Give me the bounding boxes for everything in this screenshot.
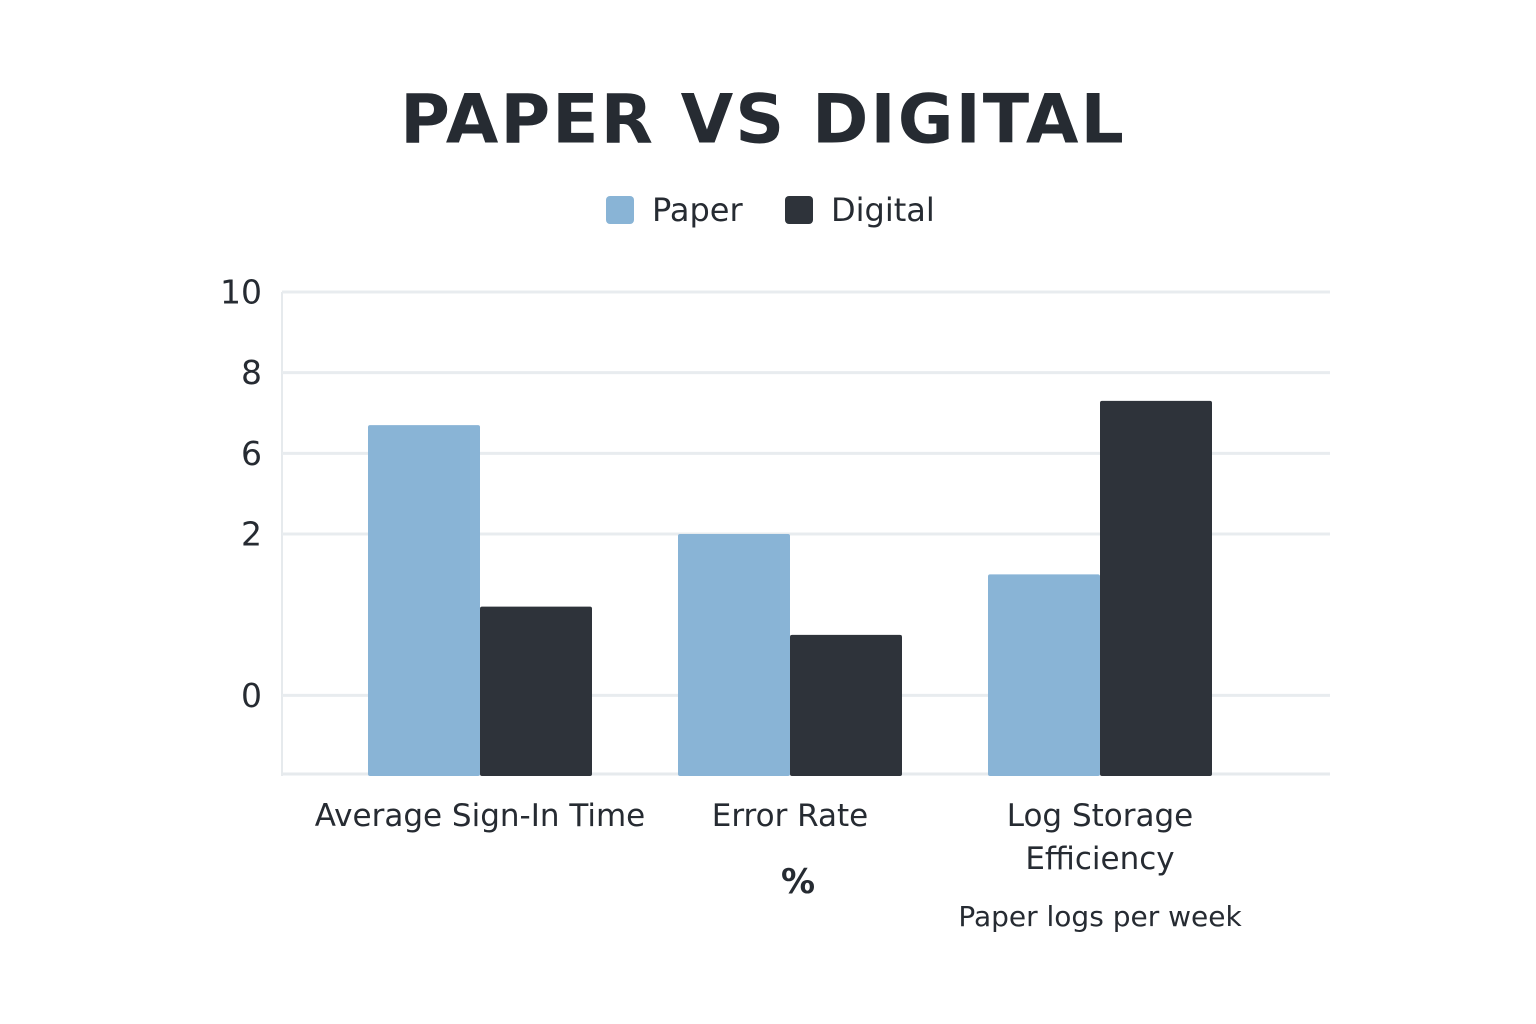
- category-note: %: [780, 862, 816, 902]
- y-tick-label: 6: [241, 434, 262, 473]
- legend-swatch: [606, 196, 634, 224]
- bar: [480, 606, 592, 776]
- legend-label: Digital: [831, 191, 935, 229]
- chart-title: PAPER VS DIGITAL: [400, 81, 1126, 160]
- y-tick-label: 8: [241, 353, 262, 392]
- bar: [368, 425, 480, 776]
- legend-swatch: [785, 196, 813, 224]
- bar: [790, 634, 902, 776]
- x-tick-label: Log Storage Efficiency: [1006, 798, 1194, 877]
- category-note: Paper logs per week: [958, 900, 1242, 933]
- bar: [1100, 400, 1212, 776]
- x-tick-label: Error Rate: [711, 798, 869, 834]
- y-tick-label: 2: [241, 515, 262, 554]
- x-tick-label: Average Sign-In Time: [314, 798, 646, 834]
- legend-label: Paper: [652, 191, 743, 229]
- bar: [988, 574, 1100, 776]
- y-tick-label: 0: [241, 676, 262, 715]
- y-tick-label: 10: [220, 273, 262, 312]
- bar: [678, 534, 790, 776]
